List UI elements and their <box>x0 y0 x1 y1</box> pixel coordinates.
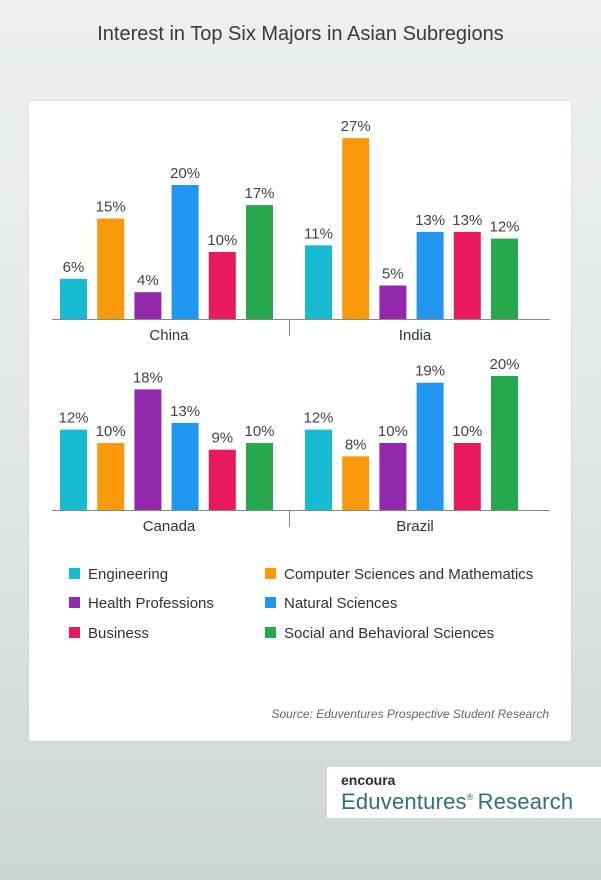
data-label-canada-1: 10% <box>96 423 126 440</box>
legend-swatch <box>265 568 276 579</box>
legend-item-1: Computer Sciences and Mathematics <box>265 566 533 583</box>
legend-item-0: Engineering <box>69 566 168 583</box>
data-label-india-0: 11% <box>304 225 333 242</box>
logo-suffix: Research <box>477 789 574 814</box>
data-label-brazil-3: 19% <box>415 363 445 380</box>
data-label-china-0: 6% <box>63 259 85 276</box>
data-label-china-3: 20% <box>170 165 200 182</box>
bar-brazil-2 <box>379 443 407 510</box>
legend-label: Engineering <box>88 566 169 583</box>
bar-brazil-3 <box>416 382 444 510</box>
legend-swatch <box>69 627 80 638</box>
category-label-india: India <box>399 327 432 344</box>
bar-brazil-0 <box>305 429 332 510</box>
data-label-india-3: 13% <box>415 212 445 229</box>
data-label-india-5: 12% <box>489 219 519 236</box>
data-label-brazil-2: 10% <box>378 423 408 440</box>
bar-india-1 <box>342 138 370 319</box>
panel-brazil: 12% 8% 10% 19% 10% 20% Brazil <box>289 356 550 535</box>
bar-china-3 <box>171 185 199 319</box>
brand-logo: encoura Eduventures® Research <box>327 767 601 818</box>
logo-reg-mark: ® <box>466 792 474 802</box>
chart-title: Interest in Top Six Majors in Asian Subr… <box>97 23 504 45</box>
bar-china-2 <box>134 292 162 319</box>
bar-india-0 <box>305 245 332 319</box>
legend-label: Social and Behavioral Sciences <box>284 625 495 642</box>
data-label-canada-3: 13% <box>170 403 200 420</box>
bar-brazil-1 <box>342 456 370 510</box>
data-label-brazil-5: 20% <box>489 356 519 373</box>
legend-item-2: Health Professions <box>69 595 214 612</box>
bar-canada-1 <box>97 443 125 510</box>
legend-label: Computer Sciences and Mathematics <box>284 566 534 583</box>
data-label-china-4: 10% <box>207 232 237 249</box>
data-label-canada-0: 12% <box>58 410 88 427</box>
legend-swatch <box>69 597 80 608</box>
data-label-china-5: 17% <box>244 185 274 202</box>
data-label-brazil-0: 12% <box>303 410 333 427</box>
data-label-india-4: 13% <box>452 212 482 229</box>
bar-china-5 <box>246 205 273 319</box>
bar-india-4 <box>453 231 481 319</box>
data-label-canada-2: 18% <box>133 369 163 386</box>
data-label-india-2: 5% <box>382 266 404 283</box>
legend-swatch <box>265 627 276 638</box>
data-label-india-1: 27% <box>341 118 371 135</box>
legend-label: Health Professions <box>88 595 214 612</box>
data-label-canada-4: 9% <box>211 430 233 447</box>
category-label-canada: Canada <box>143 518 196 535</box>
data-label-china-2: 4% <box>137 272 159 289</box>
data-label-brazil-4: 10% <box>452 423 482 440</box>
bar-canada-5 <box>246 443 273 510</box>
chart-canvas: 6% 15% 4% 20% 10% 17% China 11% 27% 5% 13% 13% 12% In… <box>52 118 550 535</box>
bar-brazil-4 <box>453 443 481 510</box>
bar-india-3 <box>416 231 444 319</box>
bar-china-0 <box>60 278 87 319</box>
bar-canada-0 <box>60 429 87 510</box>
bar-canada-2 <box>134 389 162 510</box>
legend-label: Business <box>88 625 149 642</box>
bar-china-1 <box>97 218 125 319</box>
panel-china: 6% 15% 4% 20% 10% 17% China <box>52 165 289 344</box>
legend-item-3: Natural Sciences <box>265 595 397 612</box>
legend-label: Natural Sciences <box>284 595 398 612</box>
chart-card: 6% 15% 4% 20% 10% 17% China 11% 27% 5% 13% 13% 12% In… <box>29 101 571 741</box>
bar-india-2 <box>379 285 407 319</box>
data-label-china-1: 15% <box>96 199 126 216</box>
category-label-china: China <box>149 327 189 344</box>
bar-canada-3 <box>171 422 199 510</box>
panel-canada: 12% 10% 18% 13% 9% 10% Canada <box>52 369 289 535</box>
bar-china-4 <box>208 252 236 319</box>
logo-product: Eduventures <box>341 789 467 814</box>
source-note: Source: Eduventures Prospective Student … <box>271 707 550 721</box>
panel-india: 11% 27% 5% 13% 13% 12% India <box>289 118 550 344</box>
logo-product-text: Eduventures® Research <box>341 789 573 815</box>
bar-india-5 <box>491 238 518 319</box>
bar-canada-4 <box>208 449 236 510</box>
bar-brazil-5 <box>491 376 518 510</box>
legend-item-4: Business <box>69 625 149 642</box>
legend-swatch <box>69 568 80 579</box>
data-label-canada-5: 10% <box>244 423 274 440</box>
legend-swatch <box>265 597 276 608</box>
legend-item-5: Social and Behavioral Sciences <box>265 625 494 642</box>
logo-brand-text: encoura <box>341 772 396 788</box>
category-label-brazil: Brazil <box>396 518 434 535</box>
data-label-brazil-1: 8% <box>345 436 367 453</box>
